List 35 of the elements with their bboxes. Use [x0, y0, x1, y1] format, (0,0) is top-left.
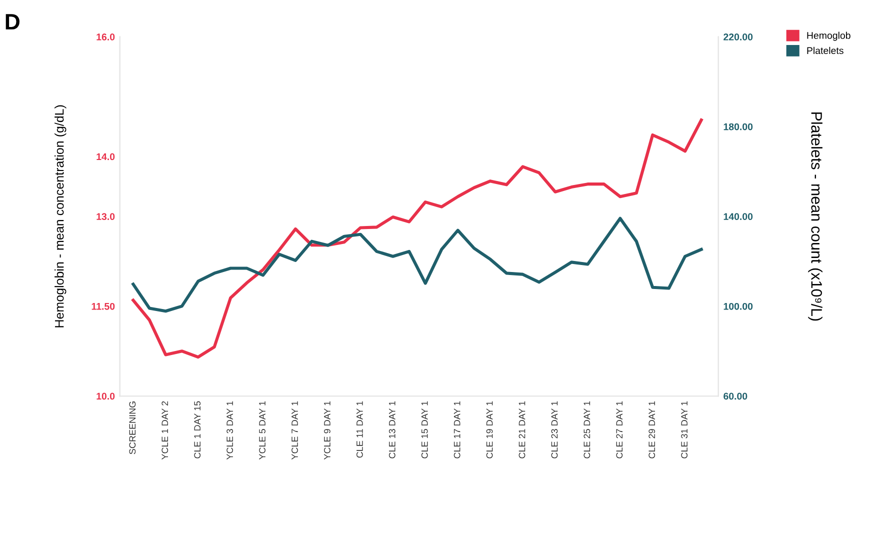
x-tick-label: CLE 1 DAY 15 — [194, 401, 201, 458]
x-tick-label: YCLE 7 DAY 1 — [292, 401, 298, 460]
x-tick-label: CLE 19 DAY 1 — [486, 401, 493, 458]
text: D — [6, 14, 20, 30]
y2-tick-label: 140.00 — [724, 213, 753, 220]
y-axis-title: Hemoglobin - mean concentration (g/dL) — [54, 105, 66, 328]
y-tick-label: 11.50 — [92, 302, 115, 310]
y-tick-label: 10.0 — [96, 392, 115, 400]
line-series — [132, 118, 703, 359]
x-tick-label: YCLE 3 DAY 1 — [226, 401, 234, 460]
y-tick-label: 13.0 — [96, 213, 115, 220]
y2-tick-label: 220.00 — [724, 34, 753, 40]
y-tick-label: 14.0 — [96, 153, 115, 160]
x-tick-label: CLE 21 DAY 1 — [518, 401, 526, 458]
x-tick-label: CLE 29 DAY 1 — [648, 401, 656, 458]
y2-tick-label: 100.00 — [724, 302, 753, 310]
y2-tick-label: 180.00 — [724, 123, 753, 130]
y2-tick-label: 60.00 — [724, 392, 748, 400]
x-tick-label: YCLE 9 DAY 1 — [324, 401, 330, 460]
x-tick-label: CLE 15 DAY 1 — [421, 401, 428, 458]
legend-label: Hemoglob — [807, 32, 850, 41]
x-tick-label: CLE 13 DAY 1 — [388, 401, 396, 458]
legend-label: Platelets — [807, 46, 844, 54]
line-series — [132, 216, 703, 313]
x-tick-label: CLE 23 DAY 1 — [551, 401, 558, 458]
x-tick-label: CLE 31 DAY 1 — [681, 401, 688, 458]
y-tick-label: 16.0 — [96, 34, 115, 40]
x-tick-label: CLE 27 DAY 1 — [616, 401, 623, 458]
x-tick-label: YCLE 1 DAY 2 — [162, 401, 168, 460]
x-tick-label: CLE 25 DAY 1 — [584, 401, 590, 458]
x-tick-label: YCLE 5 DAY 1 — [259, 401, 266, 460]
x-tick-label: CLE 11 DAY 1 — [356, 401, 363, 458]
x-tick-label: CLE 17 DAY 1 — [454, 401, 460, 458]
y2-axis-title: Platelets - mean count (x10⁹/L) — [808, 112, 822, 321]
x-tick-label: SCREENING — [129, 402, 136, 454]
